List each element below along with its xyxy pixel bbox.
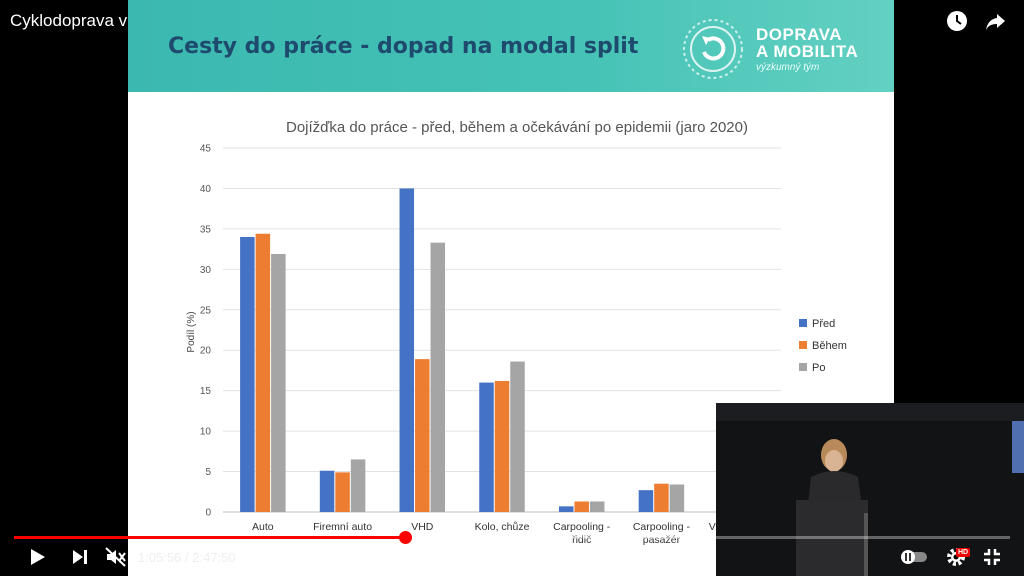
speaker-video [716,403,1024,576]
bar-během [335,472,350,512]
bar-před [558,506,574,512]
legend-swatch [799,319,807,327]
y-tick-label: 45 [200,144,212,155]
legend-label: Před [812,318,835,330]
expand-chevron[interactable] [498,540,526,574]
watch-later-icon[interactable] [946,10,968,32]
bar-před [319,470,335,512]
x-category-label: Kolo, chůze [475,521,530,533]
volume-muted-icon [105,547,126,567]
y-tick-label: 40 [200,184,212,195]
play-icon [31,549,45,565]
x-category-label: Carpooling -pasažér [633,521,691,546]
brand-name-line2: A MOBILITA [756,42,859,61]
bar-během [494,380,510,512]
next-icon [73,550,87,564]
brand-name-line1: DOPRAVA [756,25,842,44]
next-button[interactable] [66,540,94,574]
exit-fullscreen-button[interactable] [978,540,1006,574]
bar-během [654,483,669,512]
legend-label: Po [812,362,825,374]
exit-fullscreen-icon [984,549,1000,565]
time-display: 1:05:56 / 2:47:50 [138,550,236,565]
autoplay-pause-icon [901,550,927,564]
bar-před [399,188,415,512]
chevron-down-icon [506,553,518,561]
bar-během [255,233,271,512]
bar-po [350,459,366,512]
x-category-label: Carpooling -řidič [553,521,611,546]
x-category-label: VHD [411,521,434,533]
mute-button[interactable] [102,540,130,574]
brand-subtitle: výzkumný tým [756,62,820,73]
y-tick-label: 15 [200,386,212,397]
refresh-logo-icon [683,19,743,79]
bar-před [240,236,255,512]
time-separator: / [185,550,193,565]
autoplay-toggle[interactable] [900,540,928,574]
share-icon[interactable] [984,10,1006,32]
settings-button[interactable] [942,540,970,574]
bar-po [589,501,605,512]
y-tick-label: 0 [205,508,211,519]
scrubber-handle[interactable] [399,531,413,544]
player-controls: 1:05:56 / 2:47:50 HD [0,540,1024,576]
bar-po [510,361,525,512]
x-category-label: Firemní auto [313,521,372,533]
current-time: 1:05:56 [138,550,182,565]
legend-swatch [799,341,807,349]
bar-po [430,242,446,512]
progress-played [14,536,406,539]
bar-během [415,359,430,512]
duration: 2:47:50 [192,550,236,565]
hd-badge: HD [956,548,971,557]
legend-swatch [799,363,807,371]
x-category-label: Auto [252,521,274,533]
slide-header: Cesty do práce - dopad na modal split DO… [128,0,894,92]
y-tick-label: 20 [200,346,212,357]
bar-chart: Dojížďka do práce - před, během a očekáv… [186,119,847,546]
y-tick-label: 30 [200,265,212,276]
bar-po [669,484,685,512]
legend-label: Během [812,340,847,352]
play-button[interactable] [24,540,52,574]
bar-před [638,490,654,512]
y-tick-label: 10 [200,427,212,438]
bar-před [479,382,494,512]
slide-title: Cesty do práce - dopad na modal split [168,34,639,59]
bar-během [574,501,589,512]
y-tick-label: 25 [200,305,212,316]
bar-po [271,253,286,512]
progress-bar[interactable] [14,531,1010,544]
y-tick-label: 5 [205,467,211,478]
chart-title: Dojížďka do práce - před, během a očekáv… [286,119,748,136]
y-tick-label: 35 [200,224,212,235]
y-axis-label: Podíl (%) [186,311,197,352]
